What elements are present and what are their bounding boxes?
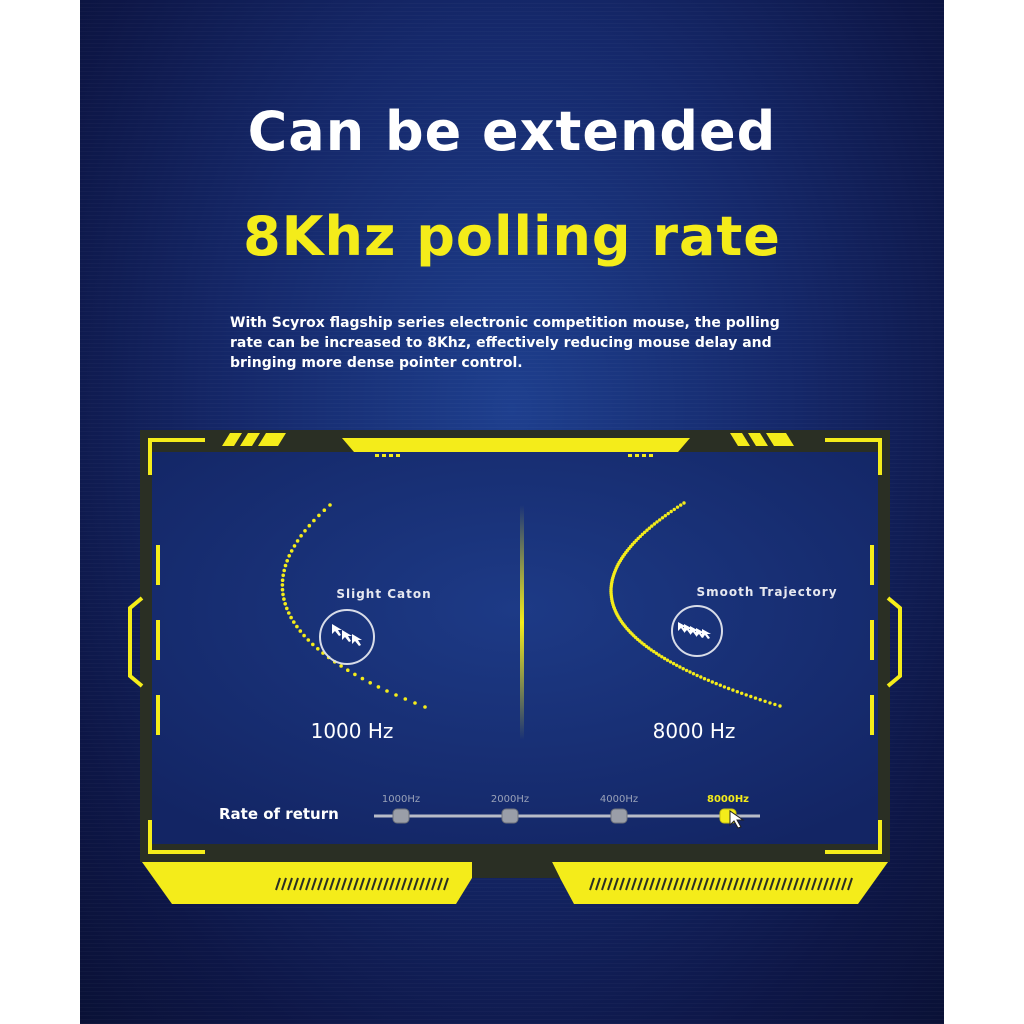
frequency-left: 1000 Hz — [311, 719, 394, 743]
poster: Can be extended 8Khz polling rate With S… — [80, 0, 944, 1024]
description: With Scyrox flagship series electronic c… — [230, 313, 830, 373]
caption-right: Smooth Trajectory — [696, 585, 837, 599]
magnifier-right — [671, 605, 723, 657]
rate-option-1000hz[interactable]: 1000Hz — [382, 794, 420, 824]
rate-option-label: 8000Hz — [707, 794, 749, 805]
rate-option-knob[interactable] — [501, 808, 519, 824]
trajectory-right-dense — [609, 501, 782, 708]
magnifier-left — [319, 609, 375, 665]
rate-label: Rate of return — [219, 805, 339, 823]
comparison-panel: Slight Caton Smooth Trajectory 1000 Hz 8… — [128, 430, 902, 904]
description-line-2: rate can be increased to 8Khz, effective… — [230, 335, 772, 351]
rate-option-label: 4000Hz — [600, 794, 638, 805]
cursor-arrow-icon — [678, 622, 711, 639]
cursor-arrow-icon — [332, 624, 362, 646]
rate-option-label: 2000Hz — [491, 794, 529, 805]
rate-option-knob[interactable] — [392, 808, 410, 824]
headline-line-1: Can be extended — [247, 100, 777, 163]
rate-option-label: 1000Hz — [382, 794, 420, 805]
monitor-frame — [128, 430, 902, 904]
center-divider — [520, 505, 524, 740]
cursor-arrow-icon — [729, 810, 745, 829]
base-hatching-left — [275, 877, 449, 891]
rate-option-2000hz[interactable]: 2000Hz — [491, 794, 529, 824]
frequency-right: 8000 Hz — [653, 719, 736, 743]
caption-left: Slight Caton — [336, 587, 431, 601]
rate-option-4000hz[interactable]: 4000Hz — [600, 794, 638, 824]
description-line-3: bringing more dense pointer control. — [230, 355, 523, 371]
rate-option-knob[interactable] — [610, 808, 628, 824]
headline-line-2: 8Khz polling rate — [243, 205, 781, 268]
rate-selector: Rate of return 1000Hz 2000Hz 4000Hz 8000Hz — [219, 794, 760, 829]
description-line-1: With Scyrox flagship series electronic c… — [230, 315, 780, 331]
base-hatching-right — [589, 877, 853, 891]
